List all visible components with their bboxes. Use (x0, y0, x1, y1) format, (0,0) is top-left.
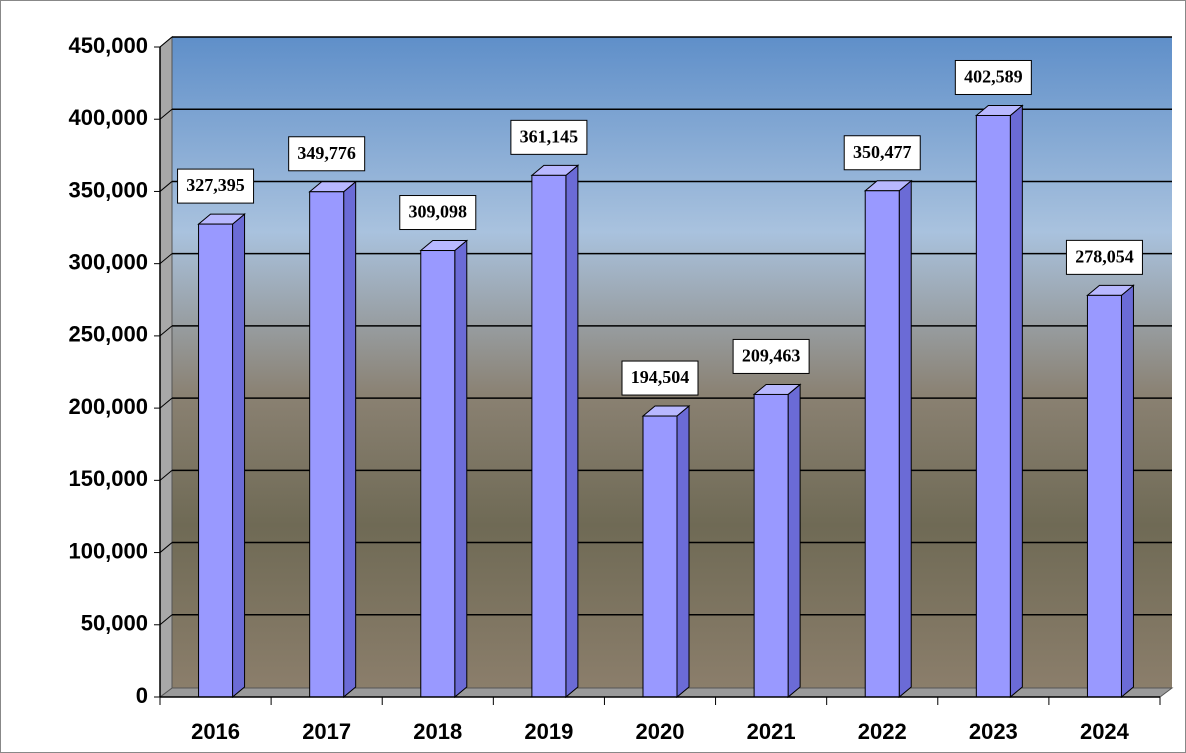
bar-side (233, 214, 245, 697)
y-tick-label: 400,000 (68, 105, 148, 130)
chart: 327,395 349,776 309,098 361,145 194,504 209,4… (0, 0, 1186, 753)
side-wall (160, 37, 172, 697)
y-tick-label: 250,000 (68, 322, 148, 347)
value-label: 402,589 (964, 67, 1023, 87)
y-tick-label: 100,000 (68, 538, 148, 563)
bar (532, 165, 578, 697)
bar-side (455, 241, 467, 697)
bar-front (865, 191, 899, 697)
x-tick-label: 2021 (747, 719, 796, 744)
x-tick-label: 2017 (302, 719, 351, 744)
bar (310, 182, 356, 697)
bar-front (421, 251, 455, 697)
value-label: 327,395 (186, 175, 245, 195)
value-label: 349,776 (297, 143, 356, 163)
y-tick-label: 350,000 (68, 177, 148, 202)
y-tick-label: 0 (136, 683, 148, 708)
value-label: 194,504 (631, 367, 690, 387)
value-label: 350,477 (853, 142, 912, 162)
bar-front (199, 224, 233, 697)
bar-front (643, 416, 677, 697)
bar (754, 384, 800, 697)
x-tick-label: 2020 (636, 719, 685, 744)
bar-side (1010, 105, 1022, 697)
y-tick-label: 450,000 (68, 33, 148, 58)
y-tick-label: 300,000 (68, 249, 148, 274)
value-label: 278,054 (1075, 246, 1134, 266)
bar-front (976, 115, 1010, 697)
bar-side (899, 181, 911, 697)
x-tick-label: 2023 (969, 719, 1018, 744)
bar (865, 181, 911, 697)
x-tick-label: 2022 (858, 719, 907, 744)
bar-front (1087, 295, 1121, 697)
bar-front (310, 192, 344, 697)
bar-front (532, 175, 566, 697)
y-tick-label: 50,000 (81, 611, 148, 636)
value-label: 361,145 (520, 126, 579, 146)
x-tick-label: 2019 (524, 719, 573, 744)
bar-side (788, 384, 800, 697)
bar-front (754, 394, 788, 697)
bar (976, 105, 1022, 697)
bar-side (677, 406, 689, 697)
bar-side (566, 165, 578, 697)
y-tick-label: 200,000 (68, 394, 148, 419)
bar-side (344, 182, 356, 697)
x-tick-label: 2018 (413, 719, 462, 744)
bar-side (1121, 285, 1133, 697)
bar (643, 406, 689, 697)
value-label: 309,098 (409, 202, 468, 222)
bar (1087, 285, 1133, 697)
x-tick-label: 2016 (191, 719, 240, 744)
x-tick-label: 2024 (1080, 719, 1130, 744)
y-tick-label: 150,000 (68, 466, 148, 491)
bar (199, 214, 245, 697)
bar (421, 241, 467, 697)
value-label: 209,463 (742, 346, 801, 366)
